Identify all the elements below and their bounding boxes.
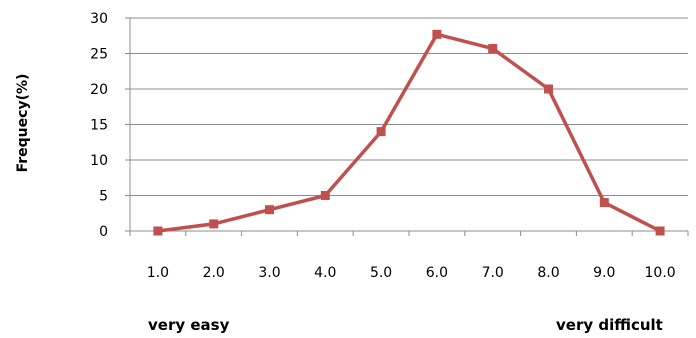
axes (125, 17, 689, 236)
annotation-very-easy: very easy (148, 316, 230, 334)
x-tick-label: 9.0 (593, 265, 615, 281)
x-tick-labels: 1.0 2.0 3.0 4.0 5.0 6.0 7.0 8.0 9.0 10.0 (147, 265, 676, 281)
x-tick-label: 10.0 (645, 265, 676, 281)
y-tick-label: 0 (99, 224, 108, 240)
x-tick-label: 8.0 (537, 265, 559, 281)
x-tick-label: 5.0 (370, 265, 392, 281)
x-tick-label: 4.0 (314, 265, 336, 281)
x-tick-label: 6.0 (426, 265, 448, 281)
y-tick-label: 15 (90, 118, 108, 134)
data-point (153, 226, 163, 236)
series-line (157, 32, 661, 233)
y-tick-label: 10 (90, 153, 108, 169)
x-tick-label: 7.0 (482, 265, 504, 281)
x-tick-label: 2.0 (203, 265, 225, 281)
data-point (320, 191, 330, 200)
data-point (265, 205, 274, 215)
y-tick-label: 30 (90, 11, 108, 27)
series (153, 29, 665, 236)
gridlines (130, 17, 688, 196)
y-tick-label: 25 (90, 47, 108, 63)
annotation-very-difficult: very difficult (556, 316, 663, 334)
data-point (432, 29, 442, 39)
data-point (544, 84, 553, 94)
y-tick-label: 5 (99, 189, 108, 205)
x-tick-label: 1.0 (147, 265, 169, 281)
data-point (209, 219, 219, 229)
data-point (599, 198, 609, 208)
x-tick-label: 3.0 (258, 265, 280, 281)
data-point (655, 226, 665, 236)
y-tick-labels: 0 5 10 15 20 25 30 (90, 11, 108, 240)
y-tick-label: 20 (90, 82, 108, 98)
data-point (376, 127, 386, 137)
y-axis-label: Frequecy(%) (15, 74, 31, 173)
data-point (488, 44, 498, 54)
